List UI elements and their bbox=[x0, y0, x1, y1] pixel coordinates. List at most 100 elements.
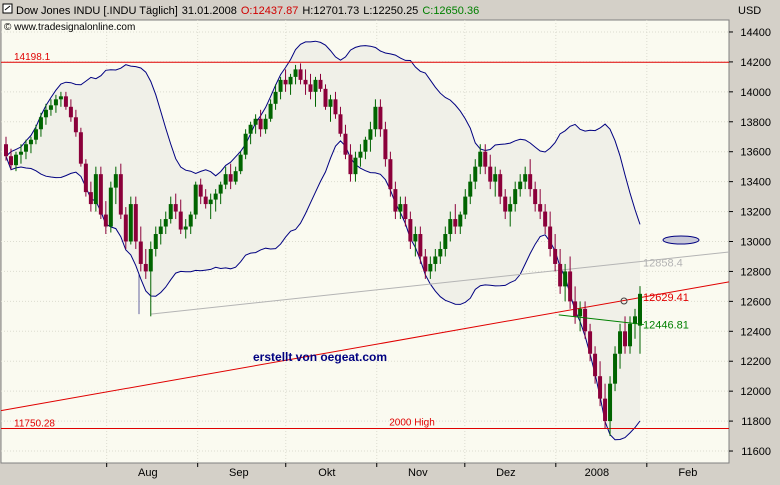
candle-body bbox=[203, 196, 208, 205]
candle-body bbox=[393, 189, 398, 212]
candle-body bbox=[323, 88, 328, 107]
candle-body bbox=[88, 192, 93, 205]
red-trendline[interactable] bbox=[0, 281, 730, 412]
candle-body bbox=[33, 129, 38, 140]
y-tick-label: 11600 bbox=[741, 446, 771, 458]
candle-body bbox=[528, 174, 533, 190]
price-labels: 12858.4 12629.41 12446.81 bbox=[643, 258, 689, 332]
candle-body bbox=[53, 99, 58, 106]
candle-body bbox=[498, 174, 503, 197]
svg-text:Dow Jones INDU [.INDU Täglich]: Dow Jones INDU [.INDU Täglich] 31.01.2008… bbox=[16, 5, 479, 17]
candle-body bbox=[403, 204, 408, 220]
candle-body bbox=[263, 118, 268, 130]
candle-body bbox=[373, 106, 378, 130]
candle-body bbox=[8, 156, 13, 166]
y-axis: 11600 11800 12000 12200 12400 12600 12800 13000… bbox=[729, 27, 771, 458]
candle-body bbox=[138, 241, 143, 264]
candle-body bbox=[243, 133, 248, 155]
candle-body bbox=[513, 189, 518, 205]
candle-body bbox=[58, 96, 63, 100]
candle-body bbox=[613, 353, 618, 384]
candle-body bbox=[368, 129, 373, 140]
candle-body bbox=[313, 79, 318, 92]
candle-body bbox=[603, 398, 608, 422]
candle-body bbox=[588, 331, 593, 354]
crosshair-circle[interactable] bbox=[620, 297, 628, 305]
candle-body bbox=[98, 174, 103, 215]
green-line[interactable] bbox=[558, 314, 644, 326]
candle-body bbox=[418, 234, 423, 257]
candle-body bbox=[608, 383, 613, 422]
candle-body bbox=[133, 204, 138, 242]
candle-body bbox=[413, 234, 418, 242]
candle-body bbox=[563, 271, 568, 287]
instrument-name: Dow Jones INDU [.INDU Täglich] bbox=[16, 5, 178, 17]
candle-body bbox=[533, 189, 538, 205]
x-tick-label: Nov bbox=[408, 467, 428, 479]
grey-trendline[interactable] bbox=[150, 251, 730, 315]
y-tick-label: 14200 bbox=[740, 57, 771, 69]
candle-body bbox=[408, 219, 413, 242]
candle-body bbox=[308, 84, 313, 92]
candle-body bbox=[163, 219, 168, 227]
y-tick-label: 12800 bbox=[740, 266, 771, 278]
candles bbox=[4, 63, 642, 437]
candle-body bbox=[483, 151, 488, 167]
candle-body bbox=[283, 79, 288, 85]
bollinger-upper-line bbox=[5, 40, 641, 225]
candle-body bbox=[293, 69, 298, 77]
candle-body bbox=[173, 204, 178, 212]
marker-ellipse[interactable] bbox=[662, 235, 700, 245]
candle-body bbox=[383, 129, 388, 160]
candle-body bbox=[93, 174, 98, 205]
candle-body bbox=[148, 248, 153, 272]
candle-body bbox=[388, 159, 393, 190]
candle-body bbox=[428, 263, 433, 272]
candle-body bbox=[568, 271, 573, 302]
x-axis: Aug Sep Okt Nov Dez 2008 Feb bbox=[106, 463, 697, 479]
candle-body bbox=[123, 214, 128, 242]
candle-body bbox=[18, 151, 23, 155]
candle-body bbox=[23, 144, 28, 152]
y-tick-label: 12200 bbox=[740, 356, 771, 368]
candle-body bbox=[193, 184, 198, 215]
candle-body bbox=[523, 174, 528, 182]
candle-body bbox=[538, 204, 543, 212]
candle-body bbox=[553, 248, 558, 264]
x-tick-label: Feb bbox=[678, 467, 697, 479]
candle-body bbox=[218, 184, 223, 194]
price-label: 12629.41 bbox=[643, 292, 689, 304]
y-tick-label: 11800 bbox=[741, 416, 771, 428]
candle-body bbox=[273, 91, 278, 104]
candle-body bbox=[543, 211, 548, 227]
x-tick-label: Aug bbox=[138, 467, 158, 479]
candle-body bbox=[423, 256, 428, 272]
candle-body bbox=[363, 139, 368, 152]
candle-body bbox=[153, 234, 158, 249]
candle-body bbox=[398, 204, 403, 212]
candle-body bbox=[623, 331, 628, 347]
candle-body bbox=[463, 196, 468, 215]
candle-body bbox=[63, 96, 68, 107]
y-tick-label: 13600 bbox=[740, 147, 771, 159]
candle-body bbox=[448, 219, 453, 235]
candle-body bbox=[48, 105, 53, 110]
candle-body bbox=[298, 69, 303, 80]
candle-body bbox=[213, 193, 218, 200]
candle-body bbox=[113, 174, 118, 188]
candle-body bbox=[108, 187, 113, 227]
candle-body bbox=[143, 263, 148, 272]
candle-body bbox=[258, 118, 263, 130]
candle-body bbox=[118, 174, 123, 215]
candle-body bbox=[433, 256, 438, 264]
currency-label: USD bbox=[738, 5, 761, 17]
candle-body bbox=[358, 151, 363, 158]
candle-body bbox=[503, 196, 508, 212]
price-label: 12858.4 bbox=[643, 258, 683, 270]
candle-body bbox=[128, 204, 133, 242]
candle-body bbox=[478, 151, 483, 167]
watermark: erstellt von oegeat.com bbox=[253, 350, 387, 364]
y-tick-label: 13000 bbox=[740, 237, 771, 249]
candle-body bbox=[228, 174, 233, 182]
